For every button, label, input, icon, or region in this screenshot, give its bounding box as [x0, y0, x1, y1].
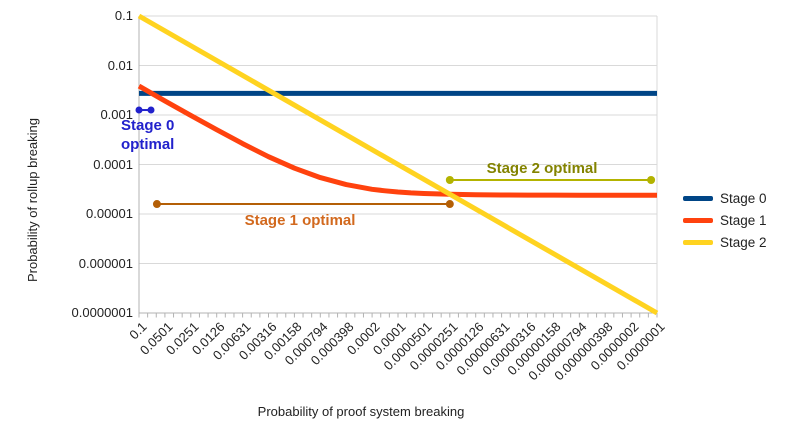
stage0-optimal-dot — [147, 106, 155, 114]
y-tick-label: 0.0000001 — [71, 305, 133, 320]
stage1-optimal-label: Stage 1 optimal — [244, 212, 356, 229]
stage0-optimal-dot — [135, 106, 143, 114]
y-tick-label: 0.000001 — [78, 255, 133, 271]
legend-label: Stage 0 — [720, 190, 767, 206]
stage0-optimal-label: Stage 0 optimal — [121, 117, 175, 153]
legend: Stage 0 Stage 1 Stage 2 — [683, 190, 767, 256]
series-stage-1 — [137, 83, 657, 198]
legend-item-stage-0: Stage 0 — [683, 190, 767, 206]
stage1-optimal-dot — [445, 200, 454, 209]
legend-swatch — [683, 239, 713, 245]
legend-swatch — [683, 195, 713, 201]
legend-item-stage-2: Stage 2 — [683, 234, 767, 250]
stage1-optimal-dot — [152, 200, 161, 209]
legend-item-stage-1: Stage 1 — [683, 212, 767, 228]
y-tick-label: 0.0001 — [93, 156, 133, 172]
legend-swatch — [683, 217, 713, 223]
x-axis-title: Probability of proof system breaking — [257, 404, 465, 419]
stage2-optimal-dot — [647, 176, 656, 185]
series-stage-2 — [137, 13, 659, 316]
y-tick-label: 0.01 — [107, 57, 133, 73]
stage2-optimal-dot — [445, 176, 454, 185]
stage2-optimal-label: Stage 2 optimal — [486, 160, 598, 177]
y-tick-label: 0.001 — [100, 107, 133, 122]
y-tick-label: 0.00001 — [86, 206, 133, 221]
y-tick-label: 0.1 — [114, 8, 133, 23]
legend-label: Stage 2 — [720, 234, 767, 250]
legend-label: Stage 1 — [720, 212, 767, 228]
